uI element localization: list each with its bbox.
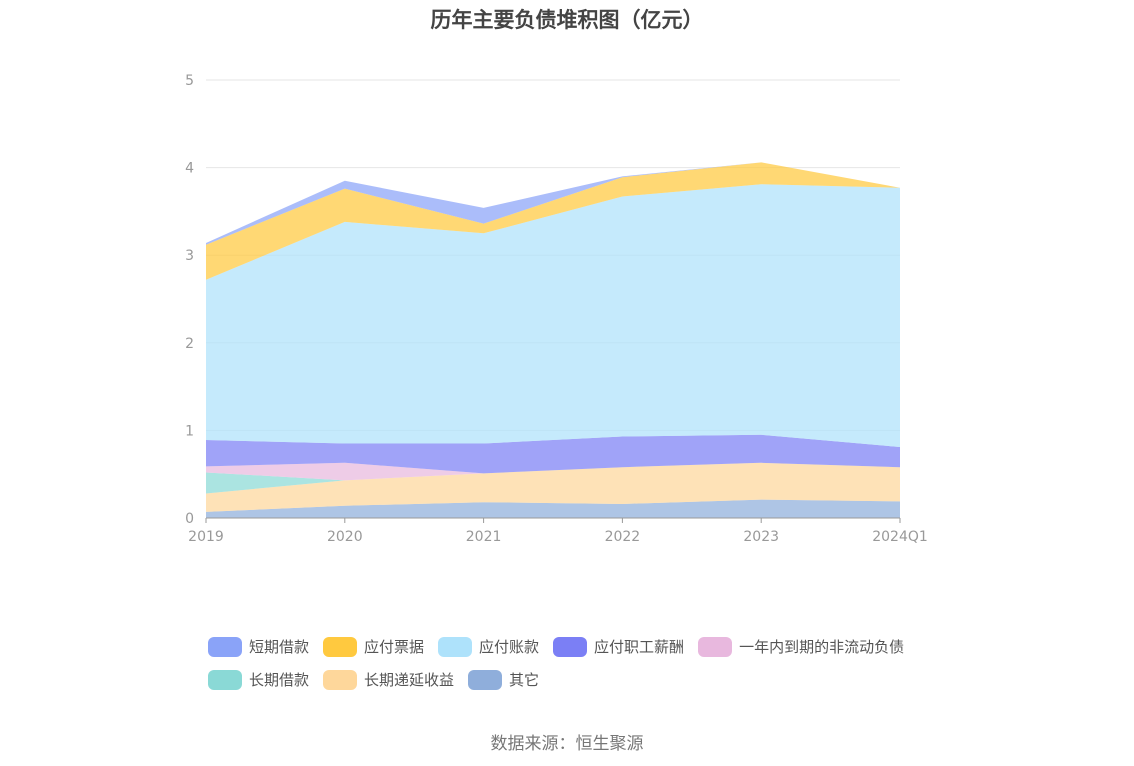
legend-item[interactable]: 应付账款 [438, 636, 539, 657]
legend-swatch [553, 636, 588, 657]
x-tick-label: 2024Q1 [872, 529, 928, 545]
x-tick-label: 2023 [743, 529, 779, 545]
area-series-一年内到期的非流动负债 [206, 462, 900, 481]
legend-row: 短期借款 应付票据 应付账款 应付职工薪酬 一年内到期的非流动负债 [208, 630, 968, 663]
x-tick-label: 2019 [188, 529, 224, 545]
area-series [206, 162, 900, 518]
legend-swatch [208, 669, 242, 690]
area-series-其它 [206, 499, 900, 518]
y-tick-label: 1 [185, 423, 194, 439]
legend-item[interactable]: 短期借款 [208, 636, 309, 657]
legend-swatch [323, 669, 358, 690]
legend-row: 长期借款 长期递延收益 其它 [208, 663, 968, 696]
legend-label: 一年内到期的非流动负债 [739, 638, 905, 656]
legend-label: 短期借款 [249, 638, 310, 656]
y-tick-label: 4 [185, 161, 194, 177]
axes: 0 1 2 3 4 5 2019 2020 2021 2022 2023 2024Q1 [185, 73, 928, 545]
legend-label: 长期借款 [249, 671, 310, 689]
legend-swatch [468, 669, 503, 690]
y-tick-label: 5 [185, 73, 194, 89]
x-tick-label: 2020 [327, 529, 363, 545]
legend-item[interactable]: 长期递延收益 [323, 669, 454, 690]
area-series-长期递延收益 [206, 462, 900, 512]
legend-item[interactable]: 应付职工薪酬 [553, 636, 684, 657]
legend-swatch [438, 636, 473, 657]
legend-swatch [698, 636, 733, 657]
legend: 短期借款 应付票据 应付账款 应付职工薪酬 一年内到期的非流动负债 长期借款 长期递延收益… [208, 630, 968, 696]
legend-item[interactable]: 长期借款 [208, 669, 309, 690]
chart-title: 历年主要负债堆积图（亿元） [430, 8, 704, 32]
x-tick-label: 2022 [605, 529, 641, 545]
area-series-应付账款 [206, 184, 900, 448]
legend-item[interactable]: 应付票据 [323, 636, 424, 657]
y-tick-label: 0 [185, 511, 194, 527]
legend-label: 应付职工薪酬 [594, 638, 685, 656]
area-series-应付票据 [206, 162, 900, 280]
legend-swatch [323, 636, 358, 657]
legend-label: 应付票据 [364, 638, 425, 656]
area-series-应付职工薪酬 [206, 434, 900, 474]
legend-swatch [208, 636, 242, 657]
data-source-note: 数据来源：恒生聚源 [490, 734, 644, 754]
legend-item[interactable]: 一年内到期的非流动负债 [698, 636, 904, 657]
legend-label: 应付账款 [479, 638, 540, 656]
y-tick-label: 2 [185, 336, 194, 352]
y-tick-label: 3 [185, 248, 194, 264]
legend-label: 长期递延收益 [364, 671, 455, 689]
legend-item[interactable]: 其它 [468, 669, 539, 690]
legend-label: 其它 [509, 671, 540, 689]
x-tick-label: 2021 [466, 529, 502, 545]
